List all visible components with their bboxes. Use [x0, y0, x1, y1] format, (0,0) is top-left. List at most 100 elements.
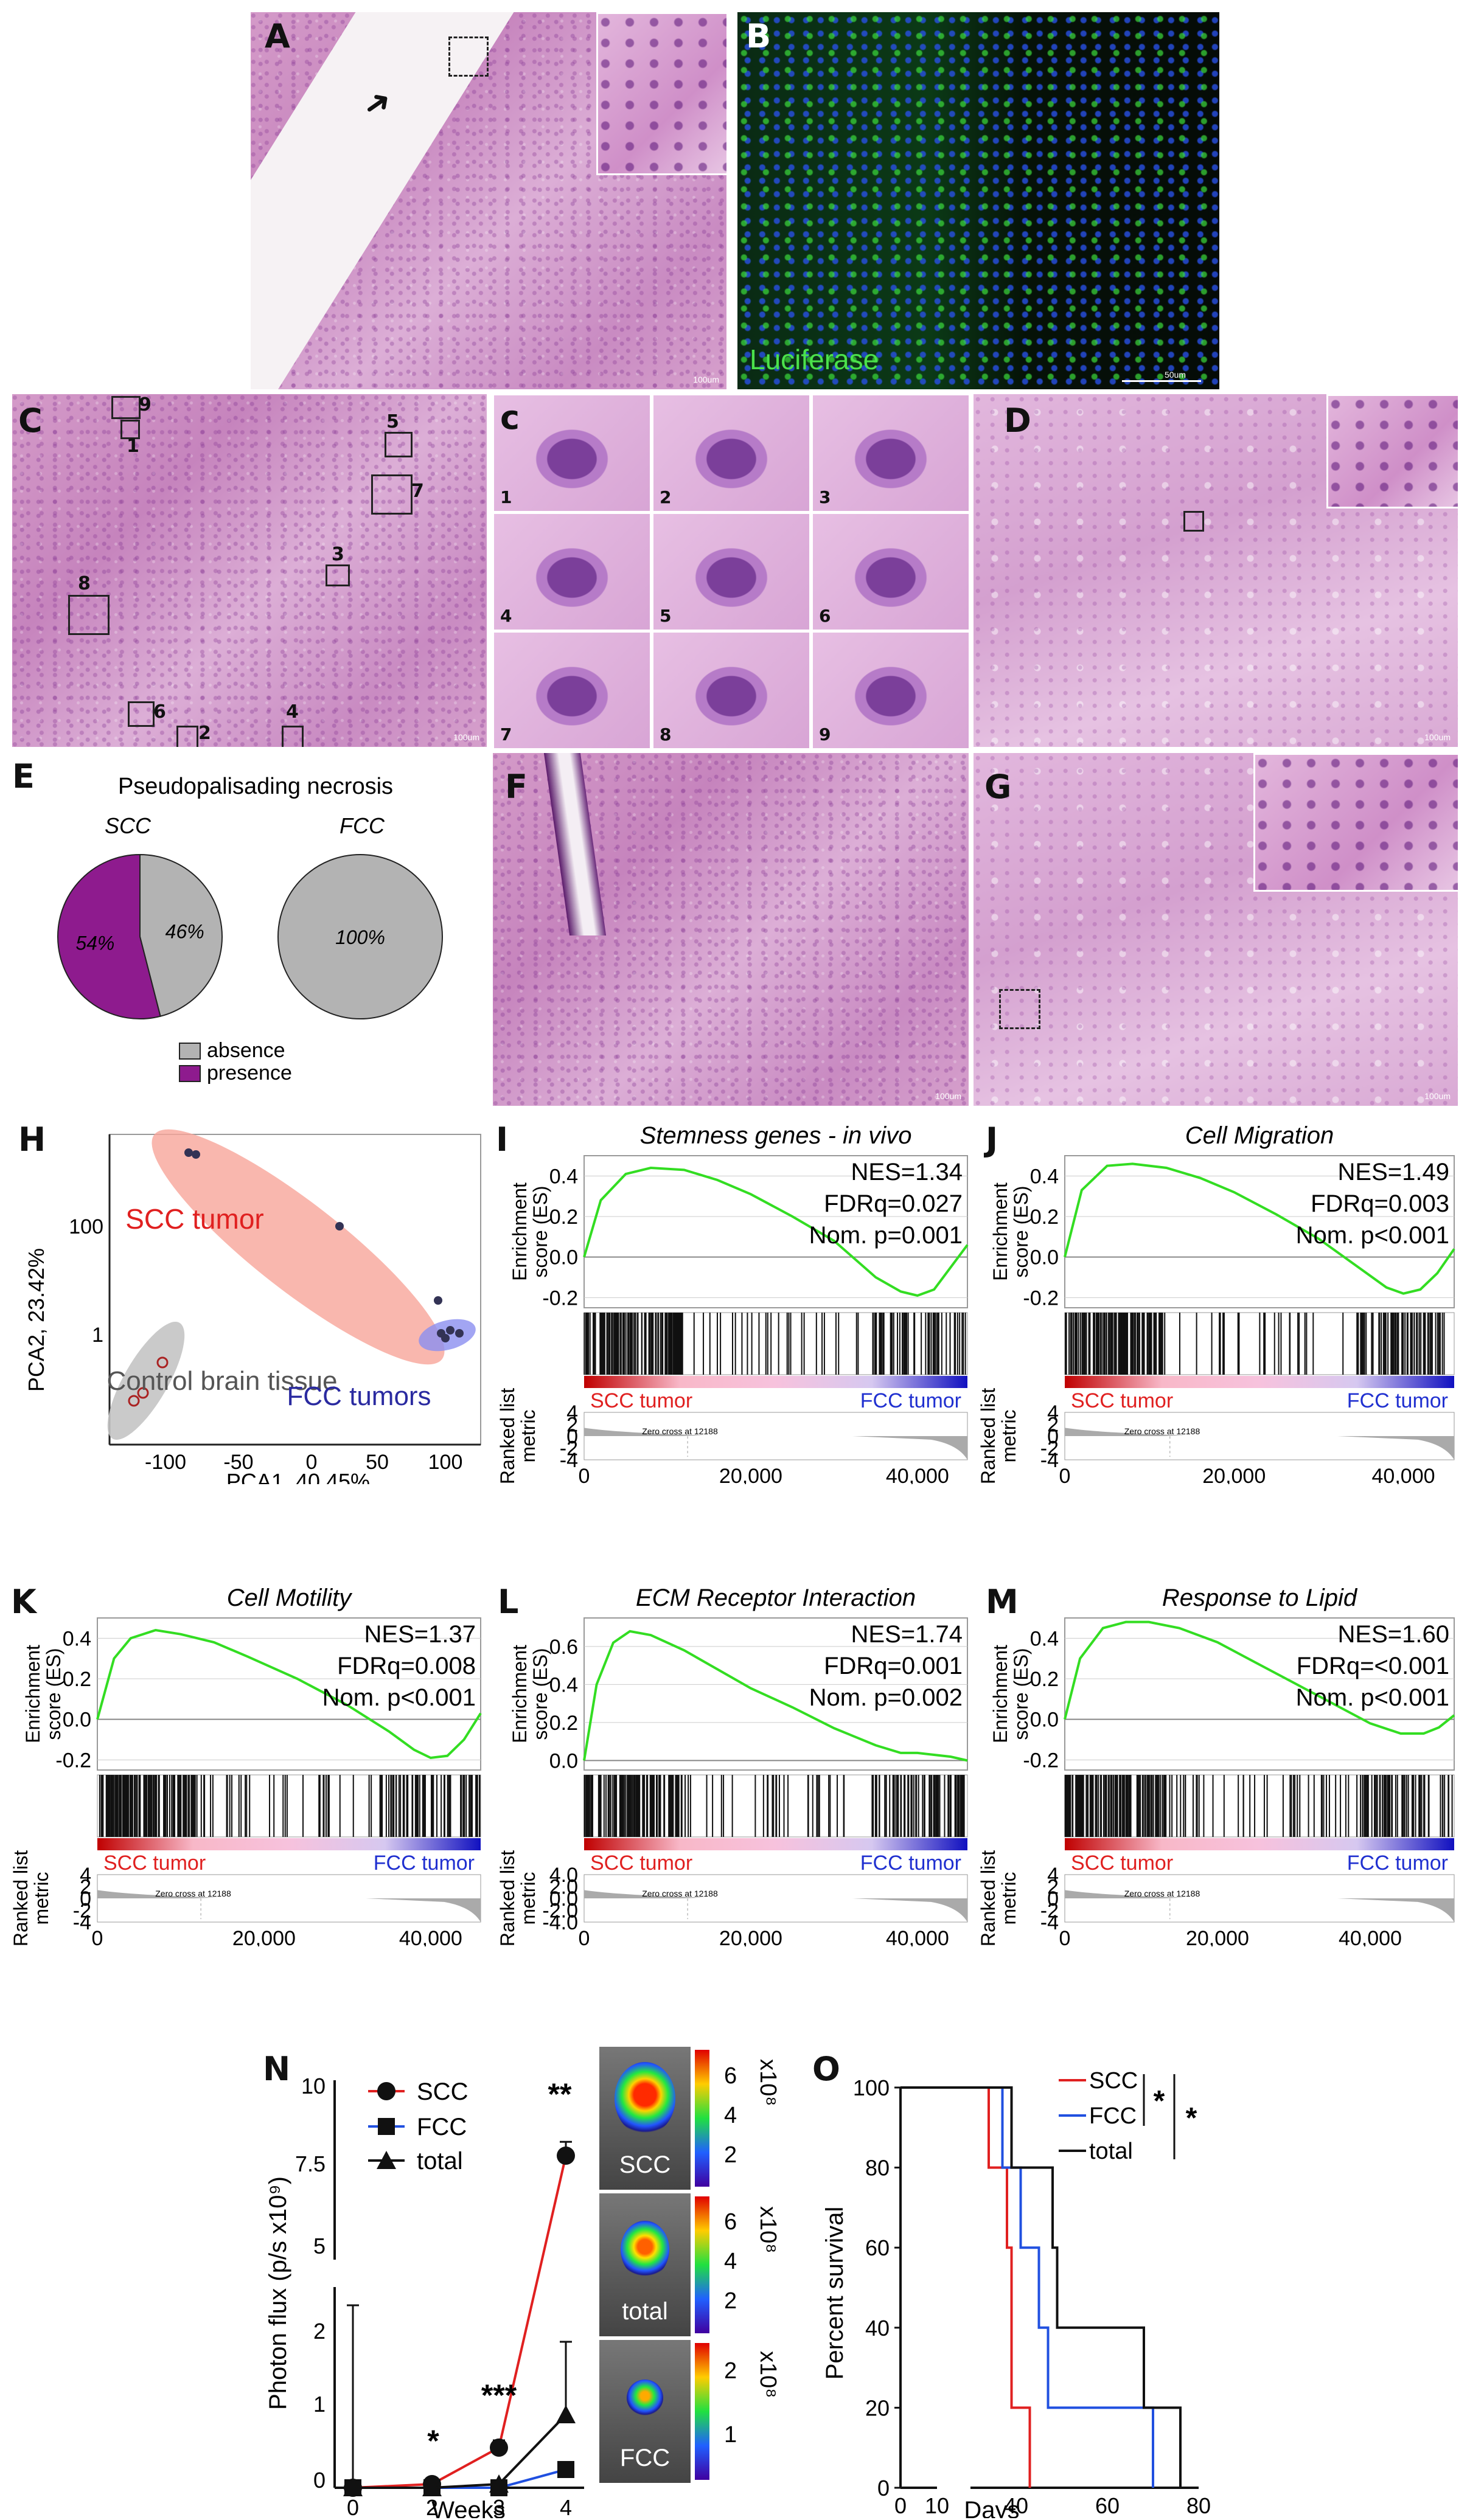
region-number-2: 2 [198, 723, 211, 744]
es-ytick: -0.2 [55, 1749, 91, 1772]
pca-xtick-n100: -100 [145, 1451, 186, 1474]
rank-metric-neg [1337, 1898, 1454, 1922]
pca-point [335, 1222, 344, 1230]
zoom-cell-6: 6 [812, 513, 970, 631]
gsea-xtick: 20,000 [1186, 1927, 1249, 1946]
n-ytick-0: 0 [313, 2468, 326, 2493]
pca-xtick-0: 0 [306, 1451, 318, 1474]
es-curve [1064, 1162, 1455, 1295]
gsea-stat: NES=1.60 [1338, 1621, 1449, 1648]
pca-point [184, 1148, 193, 1157]
n-xtick-3: 3 [493, 2495, 505, 2518]
rank-metric-pos [1065, 1428, 1186, 1436]
region-number-8: 8 [78, 573, 91, 594]
es-ytick: 0.2 [63, 1668, 91, 1691]
cb-b-6: 6 [724, 2209, 737, 2235]
scc-cluster-ellipse [152, 1129, 445, 1365]
es-ytick: 0.2 [549, 1712, 578, 1735]
es-frame [583, 1617, 968, 1771]
gsea-xtick: 20,000 [232, 1927, 296, 1946]
es-ytick: 0.2 [1030, 1668, 1059, 1691]
panel-b-fluorescence: Luciferase 50um [737, 12, 1219, 389]
es-ytick: 0.0 [63, 1709, 91, 1732]
panel-label-l: L [498, 1583, 519, 1621]
es-ytick: 0.0 [1030, 1709, 1059, 1732]
o-sig-2: * [1186, 2102, 1197, 2134]
rank-colorbar [1065, 1838, 1454, 1850]
rank-metric-neg [366, 1898, 481, 1922]
gsea-stat: NES=1.49 [1338, 1159, 1449, 1185]
gsea-xtick: 0 [1059, 1927, 1071, 1946]
pca-point [446, 1326, 455, 1335]
o-ytick: 20 [865, 2395, 890, 2420]
n-legend-scc-marker [377, 2082, 395, 2100]
es-frame [1064, 1155, 1455, 1308]
rank-metric-neg [852, 1898, 967, 1922]
panel-label-h: H [18, 1120, 46, 1159]
rank-ytick: -4 [73, 1911, 91, 1934]
gsea-xtick: 40,000 [399, 1927, 462, 1946]
rank-ytick: 4.0 [549, 1864, 578, 1887]
rank-ytick: 2 [1047, 1414, 1059, 1437]
panel-label-c-lower: c [500, 398, 520, 437]
panel-label-d: D [1004, 401, 1031, 440]
panel-label-c: C [18, 401, 43, 440]
gsea-title: Response to Lipid [1162, 1585, 1358, 1611]
pie-fcc-label: FCC [340, 813, 385, 838]
region-number-9: 9 [139, 394, 152, 415]
scc-tumor-label: SCC tumor [590, 1389, 692, 1412]
o-marks [900, 2086, 1182, 2488]
zero-cross-label: Zero cross at 12188 [1124, 1426, 1200, 1436]
es-ytick: 0.4 [549, 1165, 578, 1188]
o-ytick: 0 [877, 2476, 890, 2501]
es-curve [96, 1628, 482, 1760]
biolum-label-scc: SCC [619, 2151, 671, 2178]
pca-point [192, 1150, 200, 1159]
n-legend-total-marker [377, 2151, 396, 2169]
n-legend-total: total [417, 2148, 463, 2175]
cb-b-unit: x10⁸ [755, 2206, 781, 2253]
es-ytick: 0.4 [63, 1627, 91, 1650]
o-ylabel: Percent survival [821, 2207, 848, 2380]
rank-ytick: -2 [73, 1900, 91, 1923]
biolum-label-fcc: FCC [619, 2445, 671, 2471]
scale-bar-b [1122, 380, 1201, 382]
o-curve-total [900, 2086, 1182, 2488]
n-sig-week3: *** [481, 2378, 517, 2412]
rank-ytick: -4.0 [542, 1911, 578, 1934]
o-legend-scc: SCC [1089, 2068, 1138, 2094]
gsea-stat: NES=1.34 [851, 1159, 963, 1185]
n-line-FCC [353, 2468, 566, 2489]
gsea-xtick: 40,000 [886, 1465, 949, 1484]
n-point-total [556, 2405, 576, 2423]
n-ytick-5: 5 [313, 2234, 326, 2258]
scale-bar-d: 100um [1424, 732, 1451, 742]
rank-ytick: 4 [566, 1401, 578, 1425]
pca-ylabel: PCA2, 23.42% [24, 1248, 49, 1392]
n-ytick-10: 10 [301, 2074, 326, 2098]
gsea-title: Cell Motility [227, 1585, 353, 1611]
cb-c-2: 2 [724, 2358, 737, 2384]
panel-e-chart: Pseudopalisading necrosis SCC FCC 46% 54%… [57, 774, 443, 1085]
scale-bar-f: 100um [935, 1091, 961, 1101]
es-ylabel: Enrichmentscore (ES) [989, 1182, 1032, 1281]
es-ytick: 0.2 [549, 1206, 578, 1229]
gsea-stat: FDRq=0.008 [337, 1653, 476, 1679]
colorbar-scc [695, 2050, 709, 2187]
rank-ytick: 0 [566, 1425, 578, 1448]
panel-k-gsea: Cell Motility 0.4 0.2 0.0 -0.2 Enrichmentscor… [10, 1585, 482, 1946]
panel-g-dashed-box [999, 989, 1040, 1029]
es-curve [1064, 1620, 1455, 1735]
o-ytick: 100 [853, 2075, 890, 2100]
rank-ytick: -2 [560, 1437, 578, 1460]
gsea-title: Stemness genes - in vivo [640, 1122, 912, 1149]
pie-scc: 46% 54% [57, 853, 223, 1019]
n-xtick-4: 4 [560, 2495, 572, 2518]
panel-n-chart: Photon flux (p/s x10⁹) 10 7.5 5 2 1 0 0 … [265, 2074, 584, 2518]
pca-point [156, 1356, 169, 1369]
n-xtick-2: 2 [426, 2495, 438, 2518]
pie-fcc: 100% [277, 854, 443, 1019]
rank-colorbar [584, 1838, 967, 1850]
rank-ytick: 0 [1047, 1425, 1059, 1448]
rank-ytick: -4 [1040, 1911, 1059, 1934]
